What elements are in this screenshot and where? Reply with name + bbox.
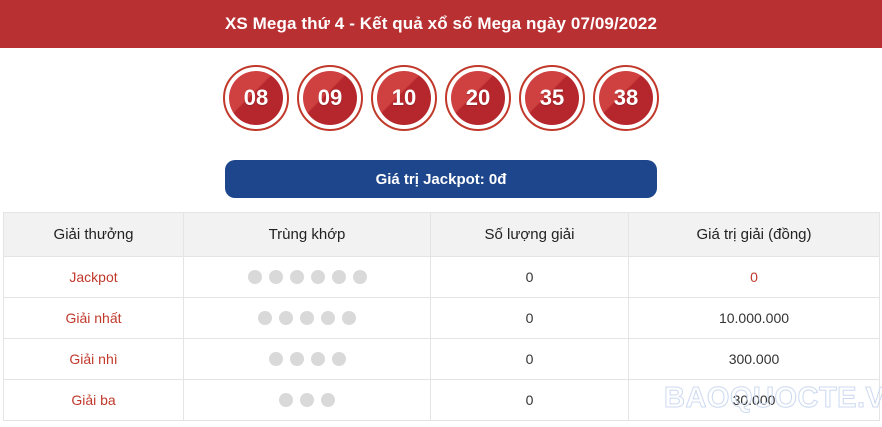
lottery-ball-number: 35: [539, 85, 565, 110]
match-dot-icon: [268, 270, 283, 284]
match-dot-icon: [331, 270, 346, 284]
match-dots-group: [184, 270, 430, 284]
lottery-ball-inner: 08: [229, 71, 283, 125]
prize-name-label: Jackpot: [69, 269, 118, 285]
match-dot-icon: [321, 311, 335, 325]
match-dots-group: [184, 393, 430, 407]
lottery-ball: 20: [445, 65, 511, 131]
lottery-ball-number: 10: [391, 85, 417, 110]
page-title: XS Mega thứ 4 - Kết quả xổ số Mega ngày …: [224, 14, 658, 33]
cell-match-dots: [183, 297, 431, 339]
lottery-ball: 09: [297, 65, 363, 131]
jackpot-value-label: Giá trị Jackpot: 0đ: [375, 170, 507, 188]
column-header-match: Trùng khớp: [183, 212, 431, 257]
cell-prize-value: 10.000.000: [628, 297, 880, 339]
match-dot-icon: [289, 352, 304, 366]
match-dot-icon: [331, 352, 346, 366]
cell-prize-name: Giải nhì: [3, 338, 184, 380]
page-header: XS Mega thứ 4 - Kết quả xổ số Mega ngày …: [0, 0, 882, 48]
lottery-ball-number: 20: [465, 85, 491, 110]
jackpot-banner: Giá trị Jackpot: 0đ: [225, 160, 657, 198]
match-dots-group: [184, 352, 430, 366]
lottery-ball-inner: 38: [599, 71, 653, 125]
cell-winner-count: 0: [430, 256, 629, 298]
match-dot-icon: [310, 270, 325, 284]
cell-match-dots: [183, 256, 431, 298]
cell-match-dots: [183, 379, 431, 421]
cell-winner-count: 0: [430, 338, 629, 380]
prize-value-label: 300.000: [728, 351, 780, 367]
table-row: Giải nhì 0 300.000: [3, 338, 880, 380]
table-row: Giải ba 0 30.000: [3, 379, 880, 421]
lottery-ball-number: 38: [613, 85, 639, 110]
lottery-ball: 38: [593, 65, 659, 131]
lottery-numbers-row: 08 09 10 20 35 38: [0, 62, 882, 134]
prize-name-label: Giải nhì: [69, 351, 118, 367]
match-dot-icon: [352, 270, 367, 284]
match-dot-icon: [321, 393, 335, 407]
match-dot-icon: [289, 270, 304, 284]
match-dot-icon: [300, 311, 314, 325]
cell-prize-name: Jackpot: [3, 256, 184, 298]
lottery-ball: 10: [371, 65, 437, 131]
match-dot-icon: [342, 311, 356, 325]
table-header-row: Giải thưởng Trùng khớp Số lượng giải Giá…: [3, 212, 880, 257]
lottery-ball-inner: 09: [303, 71, 357, 125]
lottery-ball: 35: [519, 65, 585, 131]
match-dot-icon: [247, 270, 262, 284]
lottery-ball-number: 09: [317, 85, 343, 110]
column-header-count: Số lượng giải: [430, 212, 629, 257]
cell-prize-name: Giải ba: [3, 379, 184, 421]
table-header: Giải thưởng Trùng khớp Số lượng giải Giá…: [3, 212, 880, 257]
lottery-ball: 08: [223, 65, 289, 131]
cell-winner-count: 0: [430, 297, 629, 339]
match-dot-icon: [300, 393, 314, 407]
match-dot-icon: [268, 352, 283, 366]
column-header-prize: Giải thưởng: [3, 212, 184, 257]
cell-prize-name: Giải nhất: [3, 297, 184, 339]
prize-name-label: Giải nhất: [65, 310, 122, 326]
cell-prize-value: 0: [628, 256, 880, 298]
table-body: Jackpot 0 0 Giải nhất 0 10.000.000 Giải nhì 0 30…: [3, 256, 880, 421]
prize-value-label: 0: [750, 269, 758, 285]
table-row: Jackpot 0 0: [3, 256, 880, 298]
match-dot-icon: [258, 311, 272, 325]
prize-name-label: Giải ba: [71, 392, 116, 408]
prize-value-label: 10.000.000: [718, 310, 790, 326]
cell-winner-count: 0: [430, 379, 629, 421]
match-dot-icon: [310, 352, 325, 366]
match-dot-icon: [279, 393, 293, 407]
prize-value-label: 30.000: [732, 392, 776, 408]
cell-prize-value: 30.000: [628, 379, 880, 421]
column-header-value: Giá trị giải (đồng): [628, 212, 880, 257]
lottery-ball-inner: 35: [525, 71, 579, 125]
match-dot-icon: [279, 311, 293, 325]
table-row: Giải nhất 0 10.000.000: [3, 297, 880, 339]
lottery-ball-inner: 20: [451, 71, 505, 125]
cell-prize-value: 300.000: [628, 338, 880, 380]
lottery-ball-inner: 10: [377, 71, 431, 125]
lottery-ball-number: 08: [243, 85, 269, 110]
cell-match-dots: [183, 338, 431, 380]
prize-results-table: Giải thưởng Trùng khớp Số lượng giải Giá…: [3, 212, 880, 421]
match-dots-group: [184, 311, 430, 325]
